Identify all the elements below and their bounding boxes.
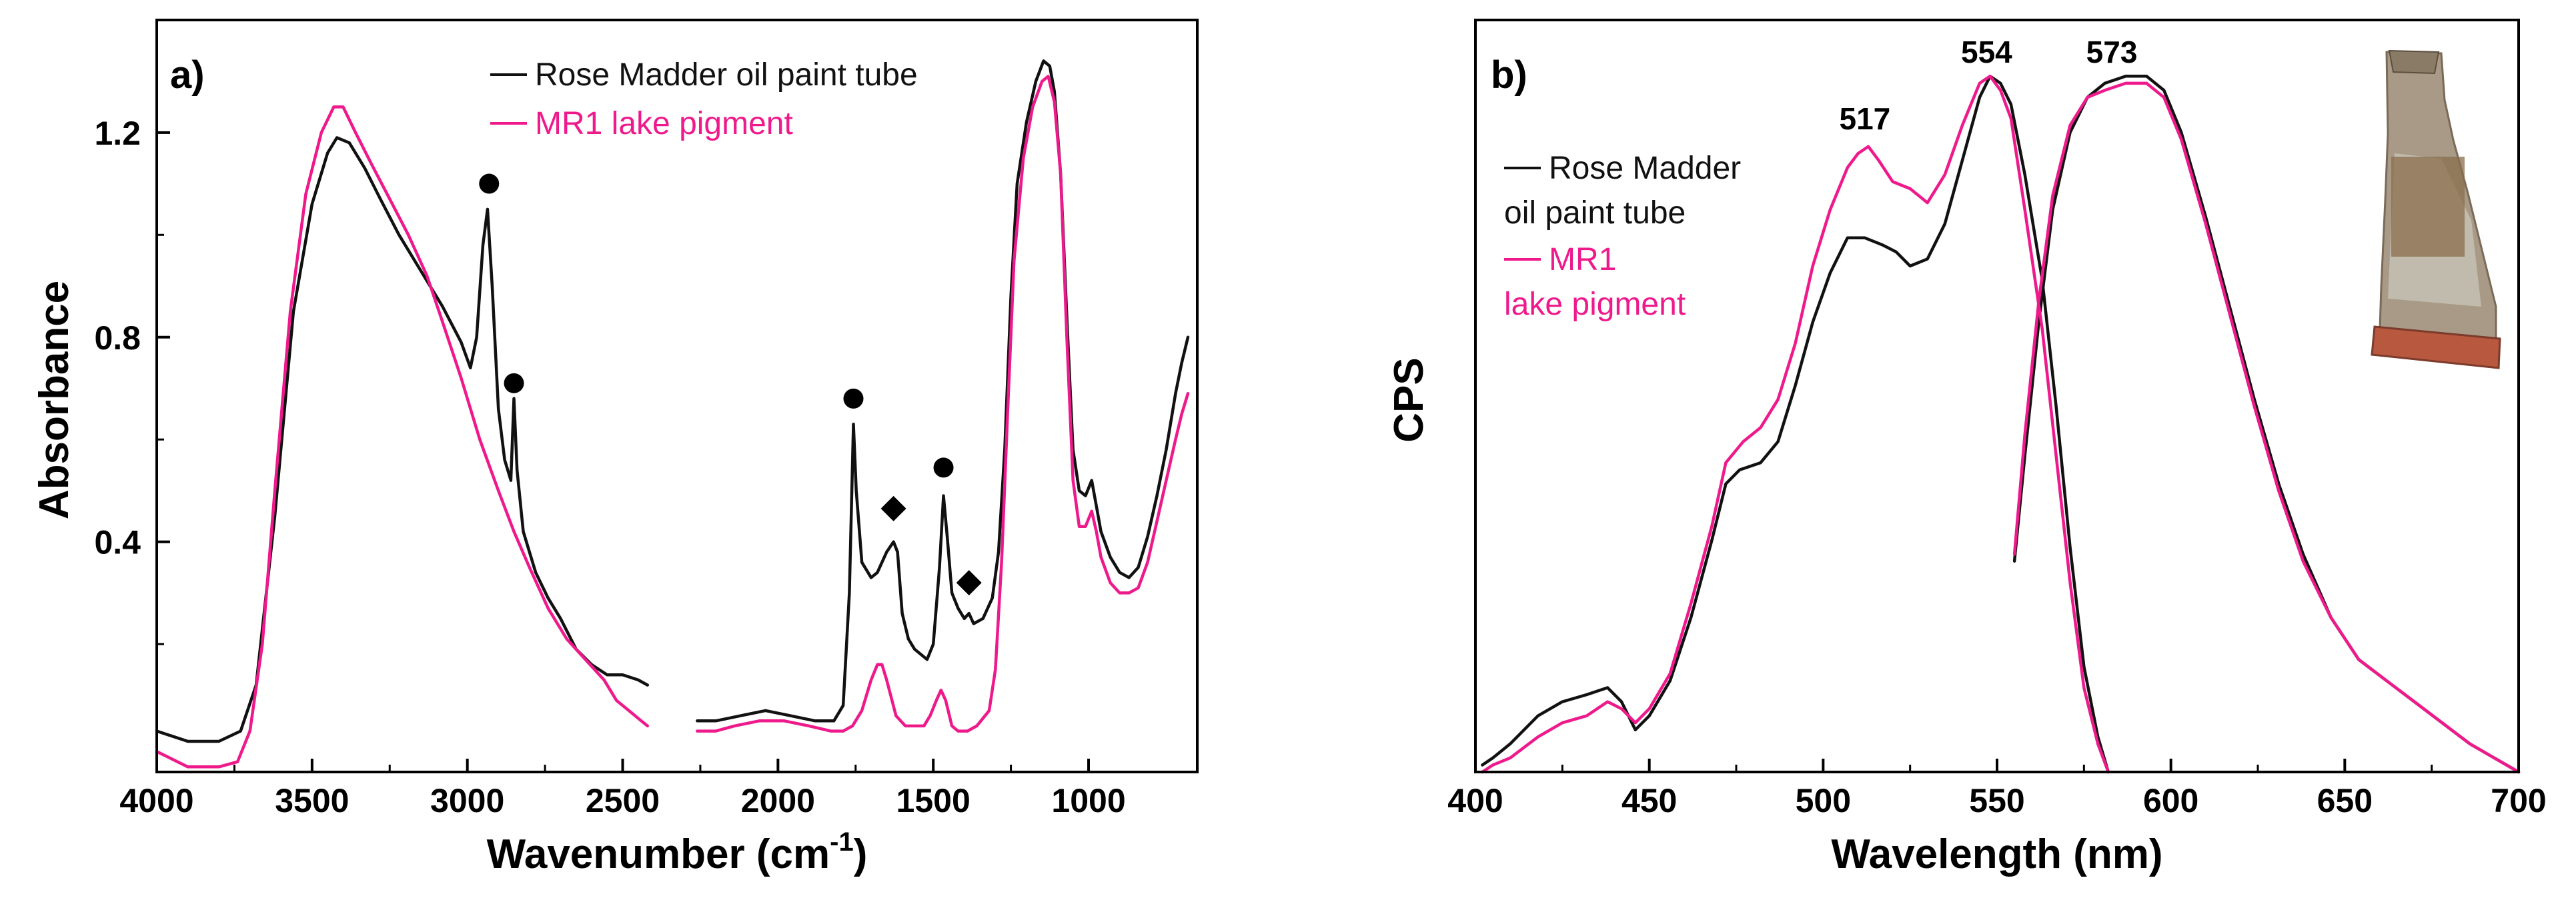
- panel-b-x-tick-label: 450: [1622, 782, 1677, 819]
- panel-a-label: a): [170, 53, 205, 97]
- panel-a-legend-label-pink: MR1 lake pigment: [535, 106, 793, 141]
- panel-b-plot-frame: [1474, 19, 2520, 773]
- panel-b-series-group: [1481, 75, 2521, 774]
- peak-marker-diamond: [956, 570, 982, 596]
- panel-b-label: b): [1491, 53, 1527, 97]
- panel-a-plot-frame: [155, 19, 1199, 773]
- panel-a-x-tick-label: 3000: [430, 782, 504, 819]
- panel-a-y-tick-label: 1.2: [94, 115, 141, 152]
- panel-b-x-tick-label: 500: [1796, 782, 1851, 819]
- panel-b-x-axis-title: Wavelength (nm): [1831, 831, 2162, 877]
- panel-a-annotations: [479, 173, 982, 596]
- panel-a-ticks: 4000 3500 3000 2500 2000 1500 1000 0.4 0.8 1.2: [94, 115, 1125, 819]
- panel-a-series-line-rose-madder-segment-2: [696, 59, 1190, 723]
- panel-b-legend-label-black-line2: oil paint tube: [1504, 195, 1686, 231]
- panel-b-ticks: 400 450 500 550 600 650 700: [1447, 759, 2547, 819]
- panel-a-series-line-mr1-segment-1: [155, 105, 650, 769]
- panel-b-legend-label-pink-line2: lake pigment: [1504, 287, 1686, 322]
- panel-b-x-tick-label: 700: [2491, 782, 2546, 819]
- panel-a-x-tick-label: 3500: [275, 782, 349, 819]
- panel-a-legend-label-black: Rose Madder oil paint tube: [535, 57, 918, 93]
- panel-b-series-line-rose-madder-segment-1: [1481, 75, 2110, 774]
- paint-tube-crimp: [2371, 325, 2501, 369]
- panel-a-series-line-mr1-segment-2: [696, 75, 1190, 733]
- paint-tube-photo: [2371, 49, 2501, 369]
- panel-b-x-tick-label: 650: [2317, 782, 2373, 819]
- panel-b-x-tick-label: 550: [1969, 782, 2024, 819]
- peak-wavelength-label: 517: [1840, 101, 1891, 136]
- panel-a-series-group: [155, 59, 1190, 769]
- peak-marker-diamond: [880, 495, 906, 521]
- panel-a-x-axis-title-main: Wavenumber (cm: [487, 831, 830, 877]
- panel-a-x-tick-label: 1000: [1051, 782, 1125, 819]
- panel-a-x-axis-title: Wavenumber (cm-1): [487, 827, 868, 877]
- panel-a-y-tick-label: 0.8: [94, 319, 141, 357]
- panel-a-x-axis-title-superscript: -1: [830, 827, 854, 857]
- peak-wavelength-label: 573: [2086, 35, 2138, 69]
- panel-a-x-tick-label: 4000: [119, 782, 193, 819]
- panel-a-x-axis-title-suffix: ): [854, 831, 868, 877]
- peak-marker-circle: [504, 373, 524, 393]
- peak-wavelength-label: 554: [1961, 35, 2012, 69]
- panel-a-x-tick-label: 2000: [741, 782, 815, 819]
- panel-a-x-tick-label: 1500: [896, 782, 971, 819]
- panel-a-y-axis-title: Absorbance: [31, 281, 77, 519]
- panel-a-x-tick-label: 2500: [586, 782, 660, 819]
- panel-a-y-tick-label: 0.4: [94, 524, 141, 561]
- peak-marker-circle: [479, 173, 500, 194]
- panel-b-legend-label-black-line1: Rose Madder: [1549, 151, 1741, 186]
- panel-b-series-line-mr1-segment-1: [1481, 75, 2110, 774]
- paint-tube-cap: [2388, 49, 2440, 75]
- panel-a-absorbance-chart: 4000 3500 3000 2500 2000 1500 1000 0.4 0.8 1.2 a)…: [31, 19, 1199, 877]
- panel-b-legend-label-pink-line1: MR1: [1549, 242, 1616, 277]
- peak-marker-circle: [843, 388, 864, 409]
- panel-a-series-line-rose-madder-segment-1: [155, 136, 650, 743]
- panel-b-series-line-mr1-segment-2: [2012, 81, 2521, 774]
- panel-b-emission-chart: 400 450 500 550 600 650 700 517 554 573 b) Rose …: [1386, 19, 2547, 877]
- panel-b-y-axis-title: CPS: [1386, 357, 1432, 442]
- paint-tube-label-band: [2391, 157, 2465, 257]
- panel-b-peak-labels: 517 554 573: [1840, 35, 2138, 136]
- panel-b-x-tick-label: 400: [1447, 782, 1503, 819]
- panel-b-x-tick-label: 600: [2143, 782, 2198, 819]
- peak-marker-circle: [933, 457, 954, 478]
